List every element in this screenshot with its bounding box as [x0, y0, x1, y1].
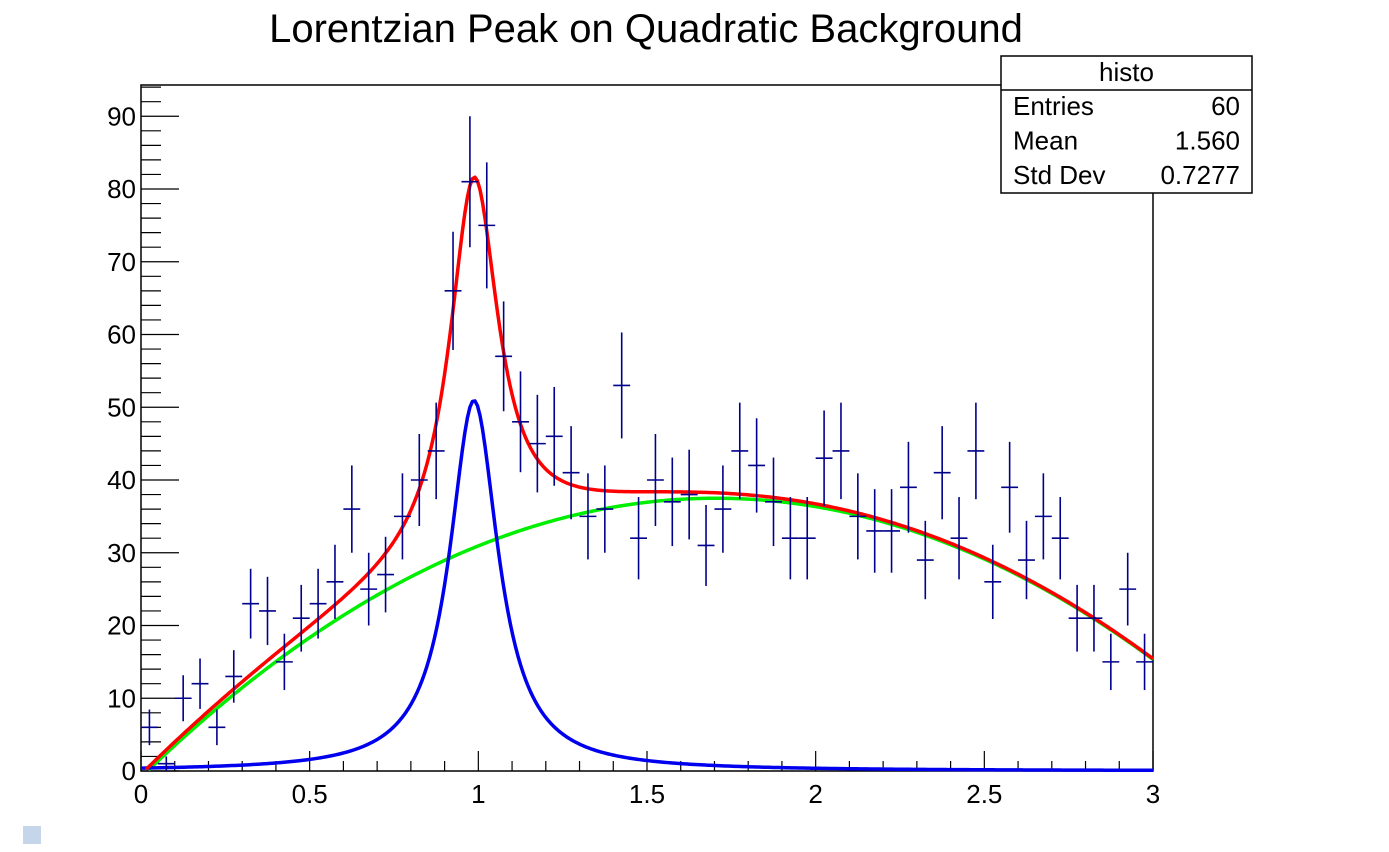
data-point [1051, 497, 1069, 580]
data-point [613, 332, 631, 439]
y-tick-label: 70 [107, 247, 136, 277]
data-point [714, 465, 732, 553]
stats-box-frame [1000, 55, 1253, 194]
data-point [512, 371, 529, 473]
data-point [174, 675, 192, 722]
data-point [377, 536, 394, 613]
data-point [259, 576, 276, 646]
data-point [883, 489, 900, 573]
data-point [1068, 584, 1086, 652]
data-point [275, 633, 293, 691]
y-tick-label: 50 [107, 392, 136, 422]
data-point [748, 418, 766, 513]
x-tick-label: 1.5 [629, 779, 665, 809]
stats-row-label: Mean [1013, 126, 1078, 156]
data-point [410, 433, 428, 527]
data-point [191, 658, 209, 709]
x-tick-label: 0 [134, 779, 148, 809]
data-point [950, 497, 968, 580]
data-point [1018, 520, 1035, 600]
y-tick-label: 20 [107, 611, 136, 641]
data-point [967, 402, 985, 500]
data-point [647, 433, 664, 527]
data-point [630, 497, 647, 580]
data-point [697, 504, 715, 586]
data-point [832, 402, 850, 500]
y-tick-label: 0 [122, 756, 136, 786]
y-tick-label: 30 [107, 538, 136, 568]
data-point [781, 497, 799, 580]
y-tick-label: 10 [107, 683, 136, 713]
stats-row-label: Entries [1013, 91, 1094, 121]
data-point [1034, 473, 1052, 560]
data-point [933, 426, 951, 520]
data-point [225, 650, 243, 703]
stats-row-value: 0.7277 [1160, 160, 1240, 190]
data-point [900, 441, 917, 533]
data-point [916, 520, 934, 600]
fit-curve-total [144, 175, 1155, 771]
data-point [360, 552, 378, 626]
data-point [765, 457, 782, 547]
data-point [394, 473, 411, 560]
data-point [680, 449, 698, 540]
y-tick-label: 80 [107, 174, 136, 204]
data-point [343, 465, 361, 553]
data-point [1001, 441, 1019, 533]
x-tick-label: 3 [1146, 779, 1160, 809]
fit-curve-peak [140, 399, 1153, 773]
data-point [495, 301, 513, 412]
data-point [1136, 633, 1153, 691]
stats-box-title: histo [1099, 57, 1154, 87]
data-point [461, 116, 479, 248]
y-tick-label: 90 [107, 101, 136, 131]
data-point [157, 756, 175, 771]
data-point [292, 584, 310, 652]
chart-title: Lorentzian Peak on Quadratic Background [269, 7, 1023, 51]
x-tick-label: 2 [808, 779, 822, 809]
data-point [141, 709, 158, 746]
data-point [866, 489, 884, 573]
data-point [984, 544, 1002, 619]
data-point [444, 231, 462, 350]
x-tick-label: 0.5 [292, 779, 328, 809]
data-point [208, 709, 226, 746]
data-point [478, 162, 496, 289]
y-tick-label: 60 [107, 320, 136, 350]
stats-row-value: 60 [1211, 91, 1240, 121]
data-point [731, 402, 749, 500]
data-point [663, 457, 681, 547]
data-point [427, 402, 445, 500]
stats-row-value: 1.560 [1175, 126, 1240, 156]
data-point [545, 387, 563, 486]
y-tick-label: 40 [107, 465, 136, 495]
canvas-corner-marker [23, 826, 41, 844]
data-point [1085, 584, 1103, 652]
data-point [1119, 552, 1137, 626]
data-point [562, 426, 580, 520]
data-point [849, 473, 867, 560]
data-point [1102, 633, 1120, 691]
stats-row-label: Std Dev [1013, 160, 1106, 190]
data-point [815, 410, 833, 506]
data-point [326, 544, 344, 619]
data-point [242, 568, 260, 639]
data-point [596, 465, 614, 553]
data-point [528, 394, 546, 493]
data-point [309, 568, 327, 639]
x-tick-label: 2.5 [966, 779, 1002, 809]
data-point [798, 497, 816, 580]
data-point [579, 473, 597, 560]
x-tick-label: 1 [471, 779, 485, 809]
